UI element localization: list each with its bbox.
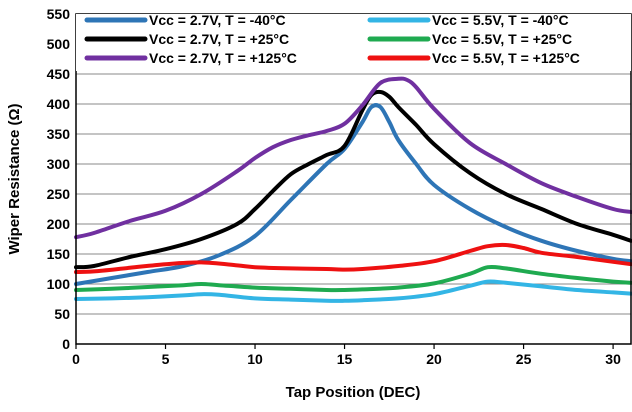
legend-label-2: Vcc = 5.5V, T = -40°C xyxy=(432,12,569,28)
x-tick-label: 0 xyxy=(72,351,80,367)
y-tick-label: 400 xyxy=(47,96,71,112)
x-axis-ticks: 0 5 10 15 20 25 30 xyxy=(72,344,621,367)
y-tick-label: 500 xyxy=(47,36,71,52)
legend: Vcc = 2.7V, T = -40°C Vcc = 5.5V, T = -40… xyxy=(76,12,631,71)
x-tick-label: 30 xyxy=(605,351,621,367)
series-line-2 xyxy=(74,279,632,303)
y-tick-label: 50 xyxy=(54,306,70,322)
series-line-3 xyxy=(74,89,632,270)
x-tick-label: 25 xyxy=(516,351,532,367)
x-tick-label: 5 xyxy=(162,351,170,367)
series-line-6 xyxy=(74,242,632,274)
y-tick-label: 250 xyxy=(47,186,71,202)
legend-background xyxy=(76,14,631,71)
y-tick-label: 200 xyxy=(47,216,71,232)
series-line-4 xyxy=(74,264,632,293)
x-tick-label: 15 xyxy=(337,351,353,367)
y-tick-label: 300 xyxy=(47,156,71,172)
x-tick-label: 10 xyxy=(247,351,263,367)
series-lines xyxy=(74,76,632,303)
y-tick-label: 350 xyxy=(47,126,71,142)
x-axis-label: Tap Position (DEC) xyxy=(286,384,421,401)
y-tick-label: 450 xyxy=(47,66,71,82)
y-tick-label: 100 xyxy=(47,276,71,292)
legend-label-3: Vcc = 2.7V, T = +25°C xyxy=(149,31,289,47)
y-tick-label: 550 xyxy=(47,6,71,22)
y-tick-label: 0 xyxy=(62,336,70,352)
y-axis-label: Wiper Resistance (Ω) xyxy=(6,103,23,254)
legend-label-5: Vcc = 2.7V, T = +125°C xyxy=(149,50,297,66)
y-axis-ticks: 0 50 100 150 200 250 300 350 400 450 500 550 xyxy=(47,6,71,352)
series-line-5 xyxy=(74,76,632,240)
legend-label-1: Vcc = 2.7V, T = -40°C xyxy=(149,12,286,28)
x-tick-label: 20 xyxy=(426,351,442,367)
legend-label-6: Vcc = 5.5V, T = +125°C xyxy=(432,50,580,66)
legend-label-4: Vcc = 5.5V, T = +25°C xyxy=(432,31,572,47)
y-tick-label: 150 xyxy=(47,246,71,262)
